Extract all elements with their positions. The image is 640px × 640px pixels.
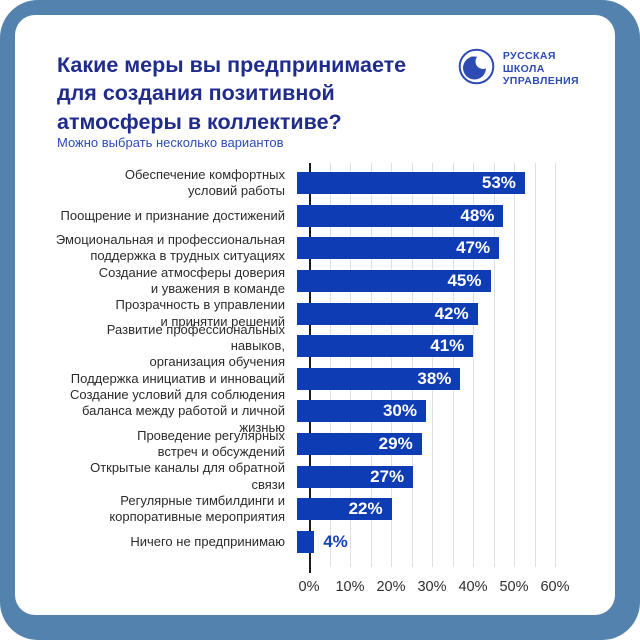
value-label: 48% (460, 205, 495, 225)
value-label: 45% (447, 271, 482, 291)
chart-row: Развитие профессиональных навыков, органи… (55, 322, 555, 369)
bar-track: 38% (297, 367, 555, 390)
page-title: Какие меры вы предпринимаете для создани… (57, 51, 406, 136)
value-label: 42% (434, 303, 469, 323)
chart-row: Создание условий для соблюдения баланса м… (55, 387, 555, 435)
category-label: Прозрачность в управлении и принятии реше… (115, 297, 285, 329)
bar-track: 4% (297, 530, 555, 553)
bar-track: 45% (297, 270, 555, 293)
bar-track: 47% (297, 237, 555, 260)
bar-track: 48% (297, 204, 555, 227)
gridline (493, 163, 495, 567)
category-label: Поддержка инициатив и инноваций (70, 370, 285, 386)
category-label: Развитие профессиональных навыков, органи… (106, 321, 285, 370)
gridline (555, 163, 556, 567)
x-axis-tick-labels: 0% 10% 20% 30% 40% 50% 60% (299, 579, 570, 599)
category-label: Создание атмосферы доверия и уважения в к… (98, 264, 285, 297)
bar: 30% (297, 400, 426, 423)
bar-track: 30% (297, 400, 555, 423)
value-label: 30% (382, 401, 417, 421)
title-line: атмосферы в коллективе? (57, 109, 342, 134)
bar: 38% (297, 367, 461, 390)
x-tick-label: 30% (417, 579, 447, 595)
gridline (411, 163, 413, 567)
x-tick-label: 0% (298, 579, 320, 595)
x-tick-label: 40% (458, 579, 488, 595)
chart-rows: Обеспечение комфортных условий работы 53% П… (55, 167, 555, 558)
page-subtitle: Можно выбрать несколько вариантов (57, 135, 284, 150)
category-label: Регулярные тимбилдинги и корпоративные ме… (109, 492, 285, 525)
gridline (432, 163, 433, 567)
bar: 29% (297, 433, 422, 456)
bar-track: 22% (297, 498, 555, 521)
chart-row: Эмоциональная и профессиональная поддержк… (55, 232, 555, 265)
bar-chart: Обеспечение комфортных условий работы 53% П… (55, 163, 570, 595)
title-line: для создания позитивной (57, 81, 335, 106)
bar: 45% (297, 270, 491, 293)
logo-line: ШКОЛА (502, 62, 545, 75)
gridline (514, 163, 515, 567)
bar-track: 27% (297, 465, 555, 488)
bar: 53% (297, 172, 525, 195)
value-label: 47% (456, 238, 491, 258)
category-label: Обеспечение комфортных условий работы (124, 167, 285, 199)
chart-row: Обеспечение комфортных условий работы 53% (55, 167, 555, 200)
bar: 22% (297, 498, 392, 521)
value-label: 4% (323, 531, 348, 551)
gridline (370, 163, 372, 567)
x-tick-label: 10% (335, 579, 365, 595)
chart-row: Поощрение и признание достижений 48% (55, 200, 555, 233)
bar-track: 41% (297, 335, 555, 358)
category-label: Создание условий для соблюдения баланса м… (69, 387, 285, 435)
gridline (350, 163, 351, 567)
gridline (329, 163, 331, 567)
bar-track: 53% (297, 172, 555, 195)
category-label: Проведение регулярных встреч и обсуждений (137, 427, 285, 460)
category-label: Поощрение и признание достижений (60, 207, 285, 223)
logo-line: РУССКАЯ (502, 49, 556, 62)
value-label: 41% (430, 336, 465, 356)
x-tick-label: 20% (376, 579, 406, 595)
bar: 42% (297, 302, 478, 325)
category-label: Ничего не предпринимаю (130, 533, 285, 549)
bar: 47% (297, 237, 500, 260)
brand-logo-text: РУССКАЯ ШКОЛА УПРАВЛЕНИЯ (503, 50, 579, 88)
chart-row: Прозрачность в управлении и принятии реше… (55, 297, 555, 330)
gridline (452, 163, 454, 567)
category-label: Эмоциональная и профессиональная поддержк… (55, 232, 285, 264)
bar: 41% (297, 335, 474, 358)
bar-track: 42% (297, 302, 555, 325)
chart-row: Открытые каналы для обратной связи 27% (55, 460, 555, 493)
gridline (473, 163, 474, 567)
value-label: 22% (348, 499, 383, 519)
value-label: 53% (481, 173, 516, 193)
chart-row: Поддержка инициатив и инноваций 38% (55, 363, 555, 396)
x-tick-label: 60% (540, 579, 570, 595)
bar: 48% (297, 204, 504, 227)
globe-icon (458, 48, 495, 90)
bar: 27% (297, 465, 414, 488)
x-tick-label: 50% (499, 579, 529, 595)
chart-row: Создание атмосферы доверия и уважения в к… (55, 265, 555, 298)
value-label: 27% (370, 466, 405, 486)
value-label: 38% (417, 368, 452, 388)
bar: 4% (297, 530, 348, 553)
gridline (391, 163, 392, 567)
brand-logo: РУССКАЯ ШКОЛА УПРАВЛЕНИЯ (458, 48, 579, 90)
logo-line: УПРАВЛЕНИЯ (502, 75, 579, 88)
title-line: Какие меры вы предпринимаете (57, 53, 407, 77)
chart-row: Регулярные тимбилдинги и корпоративные ме… (55, 493, 555, 526)
infographic-card: Какие меры вы предпринимаете для создани… (15, 15, 615, 615)
value-label: 29% (378, 434, 413, 454)
gridline (534, 163, 536, 567)
chart-row: Проведение регулярных встреч и обсуждений… (55, 428, 555, 461)
chart-row: Ничего не предпринимаю 4% (55, 526, 555, 559)
category-label: Открытые каналы для обратной связи (90, 460, 285, 492)
bar-track: 29% (297, 433, 555, 456)
